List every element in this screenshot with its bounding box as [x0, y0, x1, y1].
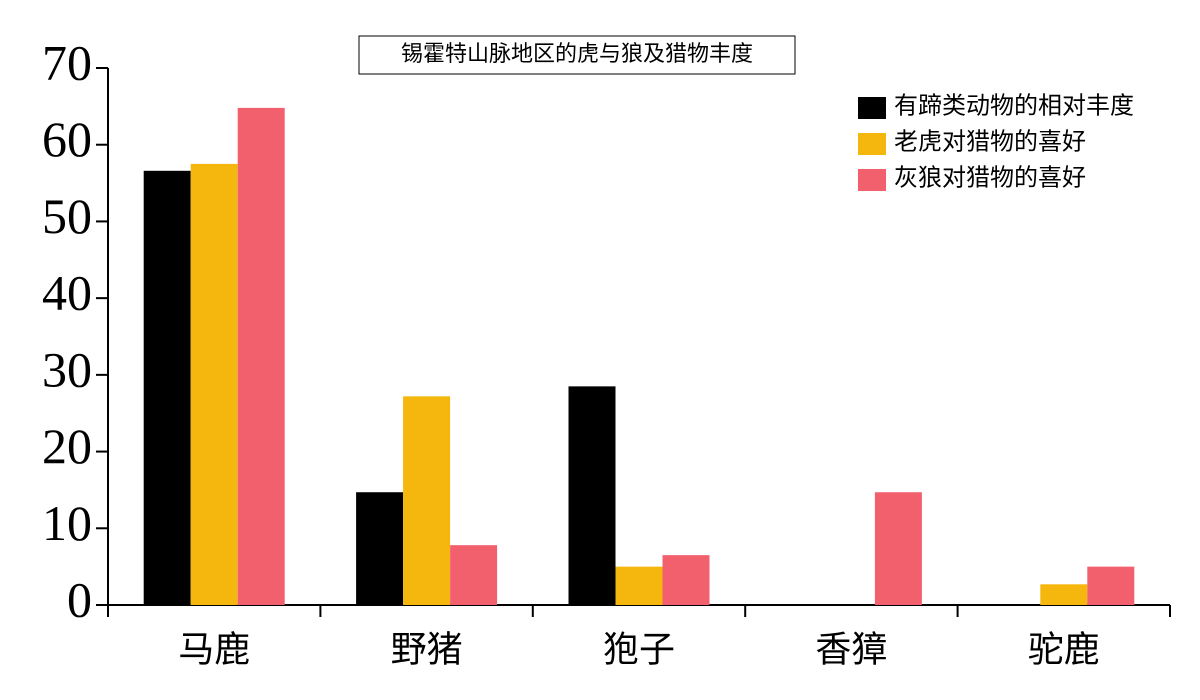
legend-swatch — [858, 133, 886, 155]
legend-swatch — [858, 169, 886, 191]
title-box — [358, 35, 796, 75]
chart-title: 锡霍特山脉地区的虎与狼及猎物丰度 — [401, 41, 753, 66]
y-tick-label: 70 — [42, 34, 92, 90]
legend-label: 灰狼对猎物的喜好 — [894, 165, 1086, 192]
bar — [874, 492, 922, 605]
bar — [1040, 584, 1088, 605]
bar — [662, 555, 710, 605]
y-tick-label: 30 — [42, 341, 92, 397]
bar — [403, 396, 451, 605]
bar — [356, 492, 404, 605]
bar — [568, 386, 616, 605]
x-tick-label: 狍子 — [603, 629, 675, 669]
bar — [450, 545, 498, 605]
y-tick-label: 10 — [42, 495, 92, 551]
x-tick-label: 驼鹿 — [1028, 629, 1100, 669]
y-tick-label: 40 — [42, 265, 92, 321]
bar — [237, 107, 285, 606]
x-tick-label: 香獐 — [815, 629, 887, 669]
x-tick-label: 马鹿 — [178, 629, 250, 669]
y-tick-label: 60 — [42, 111, 92, 167]
legend-label: 有蹄类动物的相对丰度 — [894, 93, 1134, 120]
legend-label: 老虎对猎物的喜好 — [894, 129, 1086, 156]
y-tick-label: 0 — [67, 571, 92, 627]
y-tick-label: 20 — [42, 418, 92, 474]
bar — [190, 163, 238, 605]
y-tick-label: 50 — [42, 188, 92, 244]
bar — [615, 566, 663, 605]
bar — [143, 170, 191, 605]
bar — [1087, 566, 1135, 605]
legend-swatch — [858, 97, 886, 119]
x-tick-label: 野猪 — [391, 629, 463, 669]
